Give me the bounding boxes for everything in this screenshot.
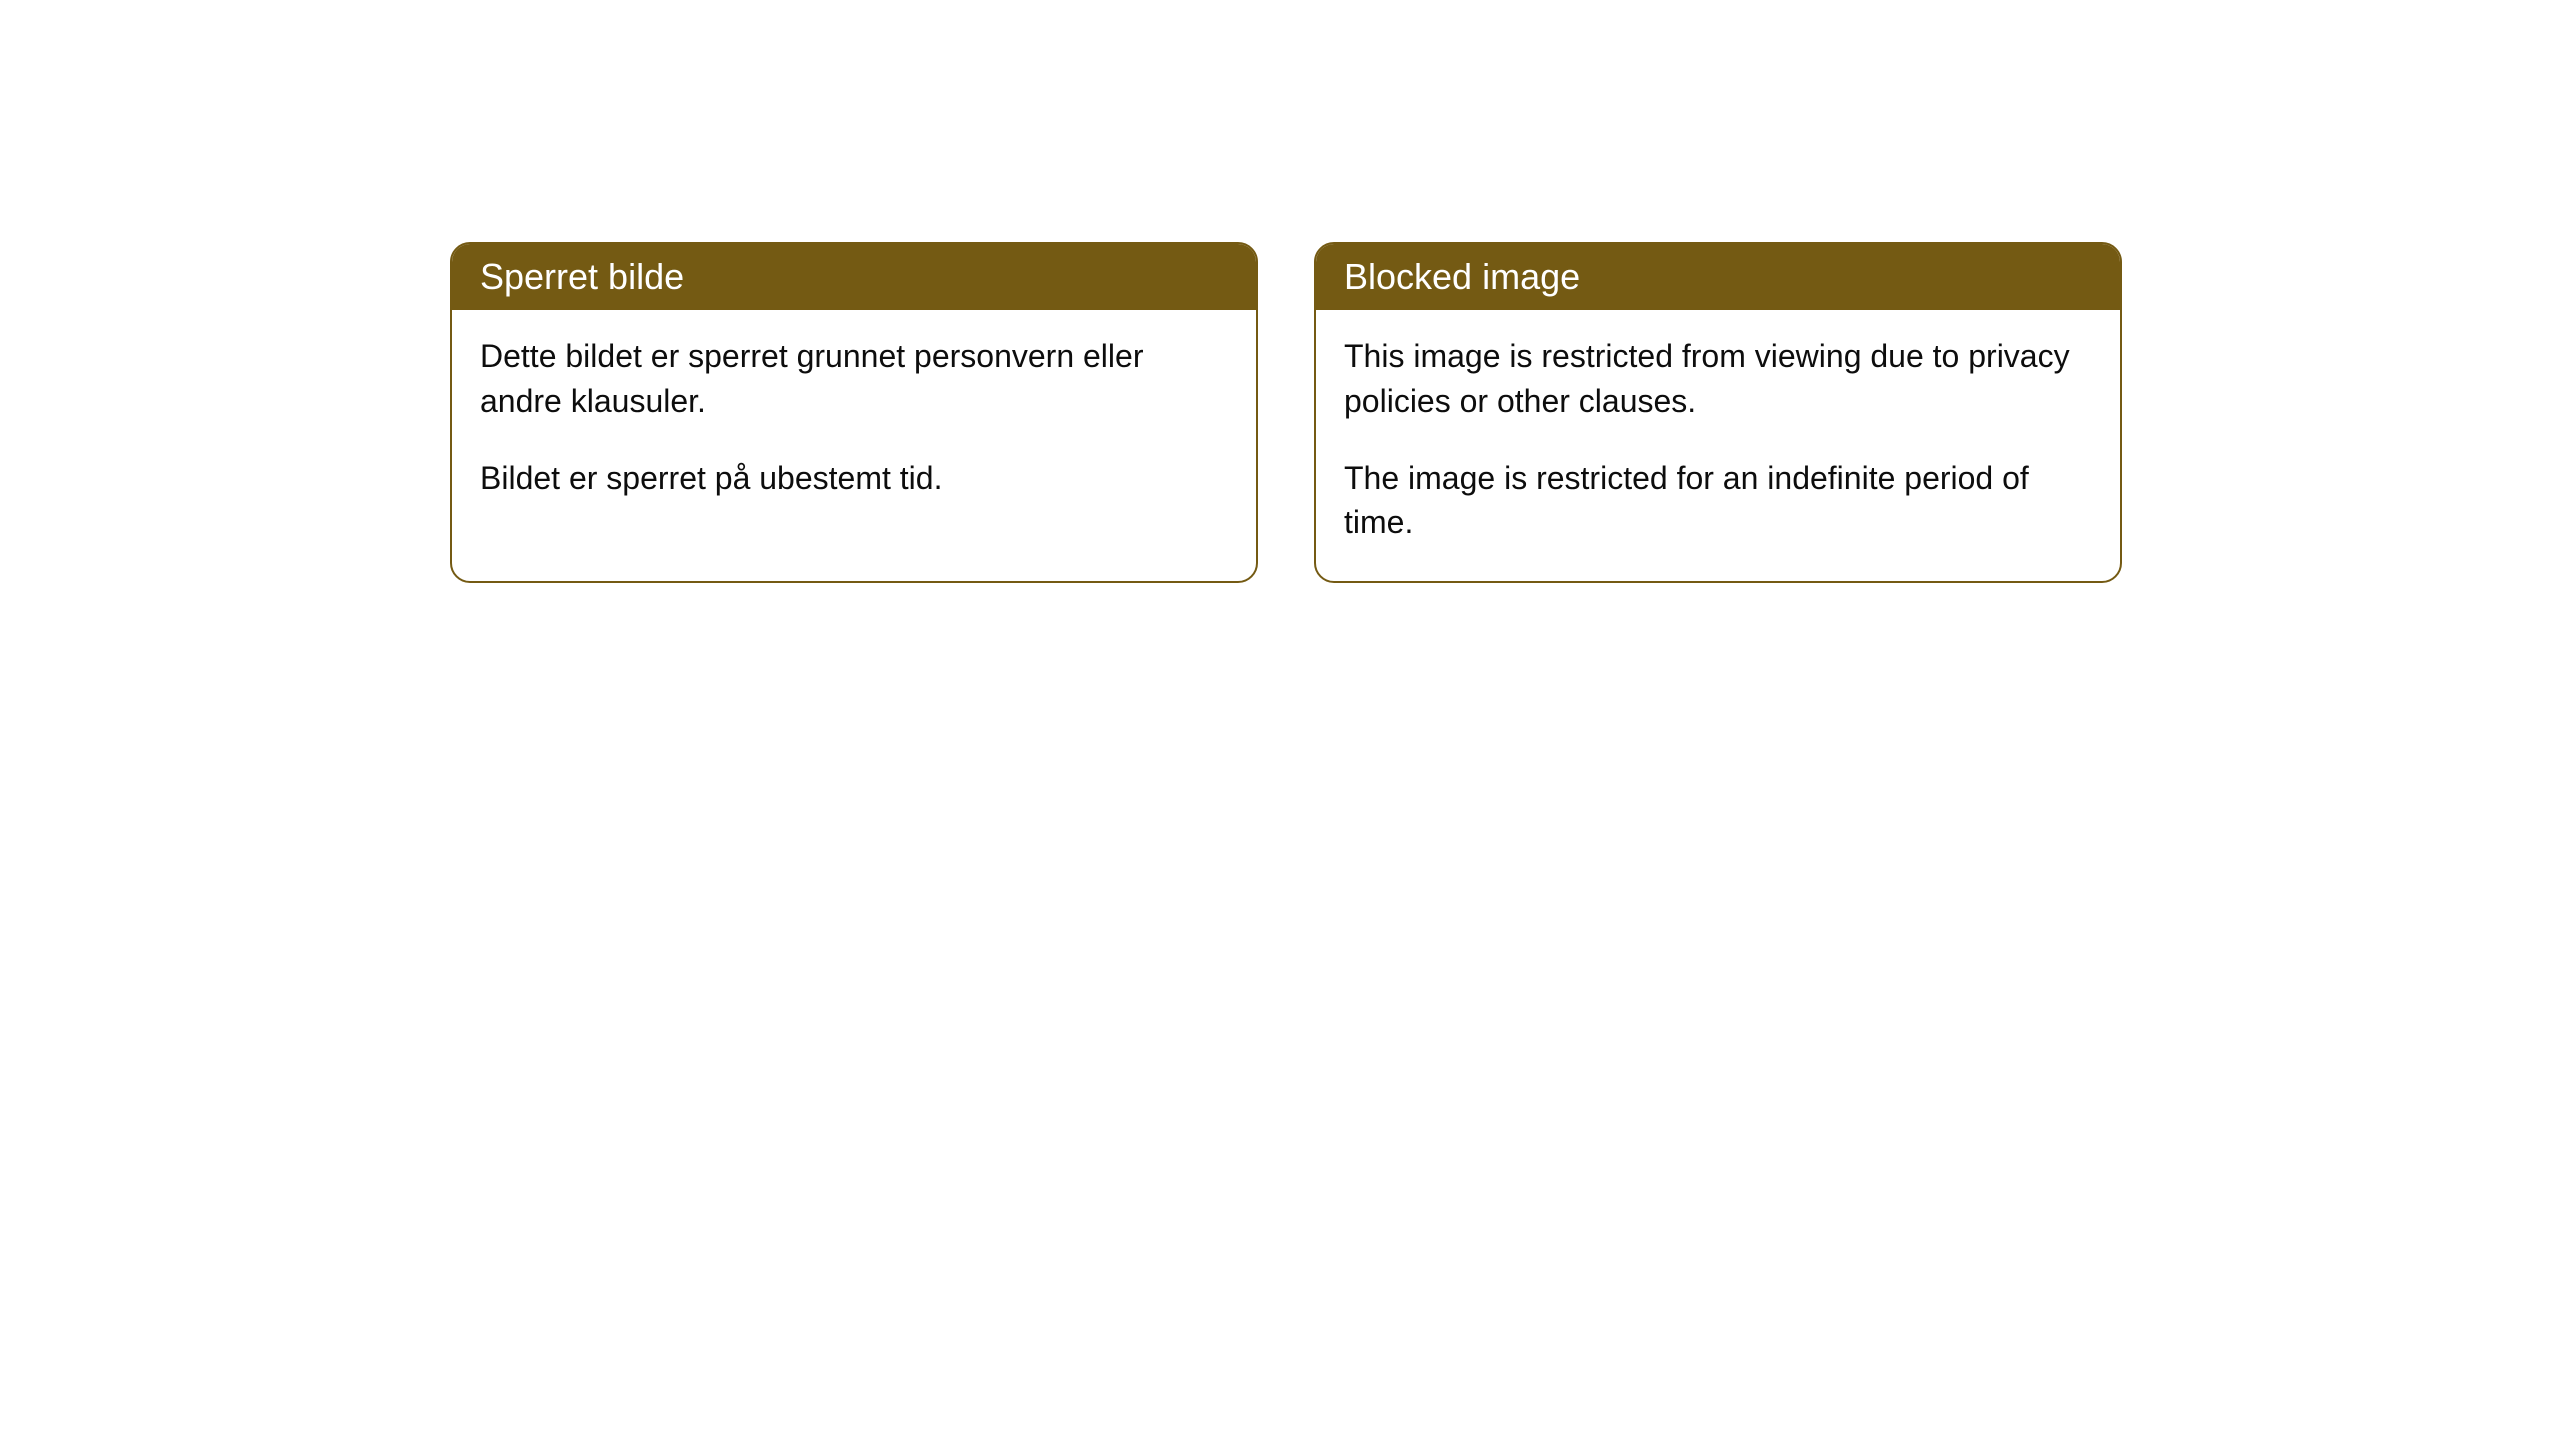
card-norwegian: Sperret bilde Dette bildet er sperret gr… (450, 242, 1258, 583)
card-paragraph: This image is restricted from viewing du… (1344, 334, 2092, 424)
card-header-english: Blocked image (1316, 244, 2120, 310)
card-body-english: This image is restricted from viewing du… (1316, 310, 2120, 581)
card-paragraph: The image is restricted for an indefinit… (1344, 456, 2092, 546)
cards-container: Sperret bilde Dette bildet er sperret gr… (450, 242, 2122, 583)
card-paragraph: Dette bildet er sperret grunnet personve… (480, 334, 1228, 424)
card-english: Blocked image This image is restricted f… (1314, 242, 2122, 583)
card-header-norwegian: Sperret bilde (452, 244, 1256, 310)
card-body-norwegian: Dette bildet er sperret grunnet personve… (452, 310, 1256, 536)
card-paragraph: Bildet er sperret på ubestemt tid. (480, 456, 1228, 501)
